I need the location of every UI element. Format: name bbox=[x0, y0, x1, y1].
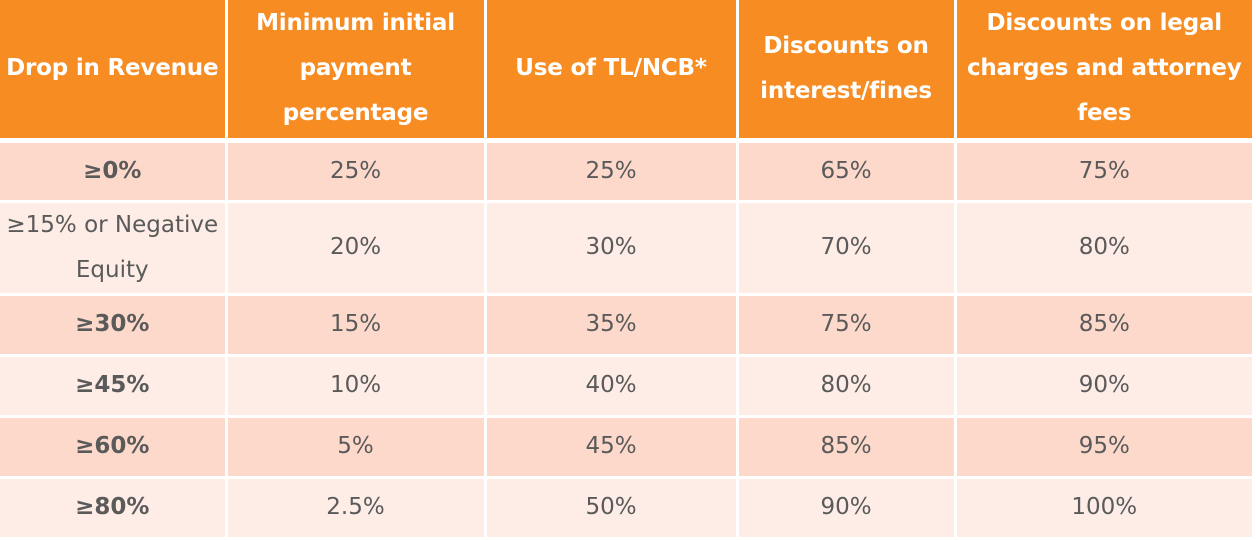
table-row: ≥45% 10% 40% 80% 90% bbox=[0, 355, 1252, 418]
table-row: ≥60% 5% 45% 85% 95% bbox=[0, 416, 1252, 479]
row-label: ≥30% bbox=[0, 294, 226, 357]
table-cell: 100% bbox=[953, 477, 1252, 540]
table-cell: 15% bbox=[224, 294, 485, 357]
table-cell: 90% bbox=[953, 355, 1252, 418]
table-cell: 25% bbox=[224, 140, 485, 203]
row-label: ≥0% bbox=[0, 140, 226, 203]
table-cell: 65% bbox=[735, 140, 955, 203]
table-cell: 35% bbox=[483, 294, 737, 357]
table-cell: 40% bbox=[483, 355, 737, 418]
table-cell: 50% bbox=[483, 477, 737, 540]
table-row: ≥80% 2.5% 50% 90% 100% bbox=[0, 477, 1252, 540]
table-cell: 75% bbox=[735, 294, 955, 357]
table-cell: 30% bbox=[483, 201, 737, 296]
table-cell: 70% bbox=[735, 201, 955, 296]
table-cell: 85% bbox=[953, 294, 1252, 357]
header-discounts-legal-charges: Discounts on legal charges and attorney … bbox=[953, 0, 1252, 143]
row-label: ≥80% bbox=[0, 477, 226, 540]
table-cell: 75% bbox=[953, 140, 1252, 203]
row-label: ≥60% bbox=[0, 416, 226, 479]
table-row: ≥0% 25% 25% 65% 75% bbox=[0, 140, 1252, 203]
table-cell: 25% bbox=[483, 140, 737, 203]
header-minimum-initial-payment: Minimum initial payment percentage bbox=[224, 0, 485, 143]
table-row: ≥30% 15% 35% 75% 85% bbox=[0, 294, 1252, 357]
table-cell: 80% bbox=[953, 201, 1252, 296]
table-cell: 85% bbox=[735, 416, 955, 479]
header-row: Drop in Revenue Minimum initial payment … bbox=[0, 0, 1252, 143]
table-row: ≥15% or Negative Equity 20% 30% 70% 80% bbox=[0, 201, 1252, 296]
table-cell: 10% bbox=[224, 355, 485, 418]
table-cell: 90% bbox=[735, 477, 955, 540]
row-label: ≥15% or Negative Equity bbox=[0, 201, 226, 296]
table-cell: 2.5% bbox=[224, 477, 485, 540]
table-cell: 95% bbox=[953, 416, 1252, 479]
row-label: ≥45% bbox=[0, 355, 226, 418]
table-cell: 45% bbox=[483, 416, 737, 479]
header-drop-in-revenue: Drop in Revenue bbox=[0, 0, 226, 143]
table-cell: 5% bbox=[224, 416, 485, 479]
header-discounts-interest-fines: Discounts on interest/fines bbox=[735, 0, 955, 143]
table-cell: 20% bbox=[224, 201, 485, 296]
header-use-of-tl-ncb: Use of TL/NCB* bbox=[483, 0, 737, 143]
table-cell: 80% bbox=[735, 355, 955, 418]
